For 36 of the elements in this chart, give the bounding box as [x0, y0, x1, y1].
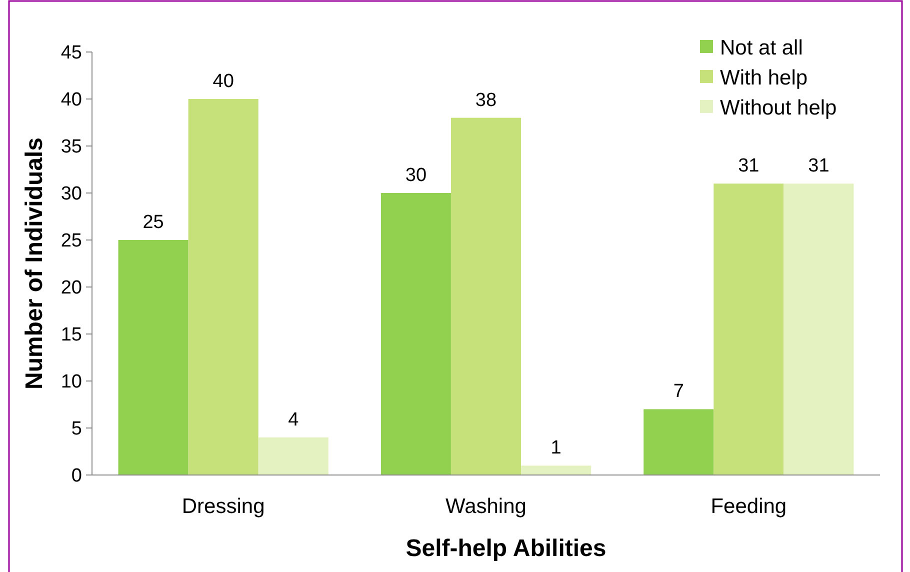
bar: [188, 99, 258, 475]
x-axis-title: Self-help Abilities: [406, 535, 606, 562]
bar: [714, 184, 784, 475]
legend-label: Without help: [720, 96, 837, 120]
data-label: 25: [142, 212, 164, 233]
y-tick-label: 20: [60, 278, 82, 299]
x-tick-label: Feeding: [710, 495, 787, 518]
data-label: 40: [212, 71, 234, 92]
data-label: 38: [475, 90, 497, 111]
y-tick-label: 30: [60, 184, 82, 205]
y-tick-label: 35: [60, 136, 82, 158]
data-label: 4: [288, 409, 300, 430]
y-tick-label: 15: [60, 324, 82, 346]
legend-label: With help: [720, 66, 808, 90]
y-tick-label: 0: [71, 466, 82, 487]
y-tick-label: 25: [60, 230, 82, 252]
y-tick-label: 5: [71, 418, 82, 440]
data-label: 30: [405, 165, 427, 186]
legend-label: Not at all: [720, 36, 803, 60]
bar: [380, 193, 451, 475]
data-label: 1: [550, 438, 562, 459]
y-tick-label: 45: [60, 42, 82, 64]
bar: [450, 118, 522, 475]
x-tick-label: Washing: [446, 495, 526, 518]
data-label: 7: [673, 381, 684, 402]
bar: [521, 466, 592, 475]
bar: [644, 409, 714, 475]
data-label: 31: [738, 156, 760, 177]
bar: [118, 240, 188, 475]
bar: [258, 437, 328, 475]
bar: [784, 184, 854, 475]
x-tick-label: Dressing: [182, 495, 265, 518]
data-label: 31: [808, 156, 830, 177]
y-tick-label: 10: [60, 372, 82, 393]
y-axis-title: Number of Individuals: [21, 137, 48, 390]
y-tick-label: 40: [60, 90, 82, 111]
